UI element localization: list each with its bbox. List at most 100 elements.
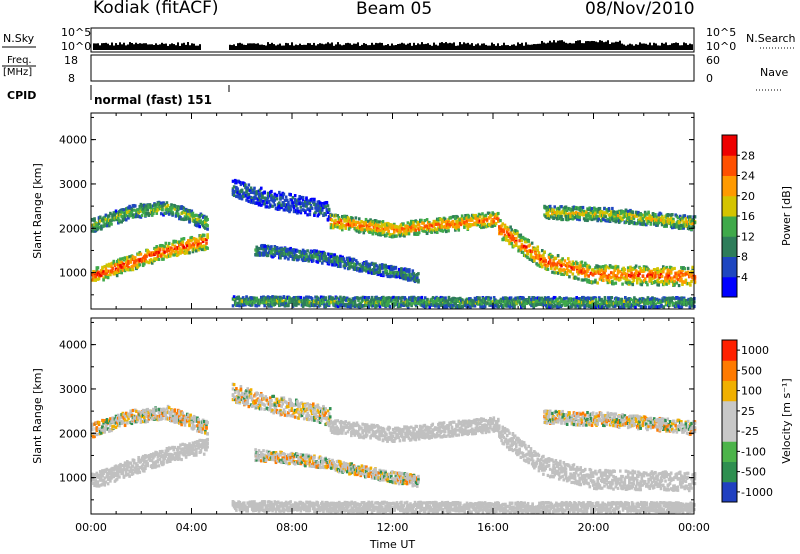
range-cell (383, 266, 386, 270)
range-cell (592, 217, 596, 221)
range-cell (609, 271, 613, 275)
nsky-bar (529, 44, 531, 50)
nsky-bar (97, 43, 99, 50)
range-cell (544, 259, 547, 263)
nsky-bar (661, 42, 663, 50)
nsky-bar (177, 42, 179, 50)
range-cell (187, 239, 190, 244)
range-cell (499, 227, 502, 231)
range-cell (169, 206, 172, 210)
range-cell (657, 283, 661, 287)
range-cell (201, 239, 205, 244)
range-cell (318, 203, 322, 207)
range-cell (642, 265, 646, 269)
range-cell (123, 265, 127, 269)
nsky-bar (195, 45, 197, 50)
range-cell (324, 296, 328, 300)
nsky-bar (233, 44, 235, 50)
range-cell (595, 208, 598, 212)
range-cell (415, 276, 419, 280)
nsky-bar (475, 44, 477, 50)
range-cell (270, 189, 273, 194)
range-cell (557, 259, 561, 263)
nsky-bar (519, 43, 521, 50)
range-cell (402, 222, 405, 226)
range-cell (127, 268, 130, 272)
range-cell (463, 301, 467, 305)
range-cell (237, 295, 240, 299)
range-cell (404, 277, 408, 281)
range-cell (147, 213, 151, 217)
range-cell (182, 237, 186, 241)
range-cell (583, 218, 587, 222)
range-cell (247, 192, 251, 196)
range-cell (452, 303, 455, 307)
range-cell (403, 227, 406, 231)
range-cell (565, 267, 569, 271)
nsky-bar (657, 45, 659, 50)
range-cell (304, 303, 307, 307)
range-cell (399, 275, 402, 279)
range-cell (412, 272, 416, 276)
nsky-bar (387, 44, 389, 50)
range-cell (183, 215, 187, 219)
range-cell (559, 267, 562, 271)
range-cell (598, 277, 602, 281)
nsky-bar (443, 43, 445, 50)
range-cell (523, 305, 527, 309)
range-cell (408, 268, 411, 272)
range-cell (284, 301, 288, 305)
range-cell (333, 259, 337, 263)
range-cell (539, 262, 543, 267)
range-cell (568, 260, 571, 264)
range-cell (318, 254, 322, 258)
range-cell (262, 199, 265, 204)
range-cell (161, 204, 164, 208)
nsky-bar (429, 44, 431, 50)
range-cell (232, 193, 236, 198)
nsky-bar (549, 40, 551, 50)
range-cell (602, 217, 605, 222)
range-cell (560, 205, 563, 209)
range-cell (471, 216, 474, 221)
range-cell (417, 222, 421, 227)
range-cell (174, 239, 178, 244)
range-cell (128, 255, 131, 259)
nsky-bar (525, 42, 527, 50)
range-cell (487, 296, 490, 300)
range-cell (422, 298, 426, 302)
range-cell (386, 231, 389, 236)
range-cell (677, 283, 681, 288)
range-cell (508, 233, 511, 237)
range-cell (451, 305, 454, 309)
range-cell (588, 206, 592, 210)
range-cell (273, 246, 277, 250)
nsky-bar (421, 42, 423, 50)
range-cell (287, 257, 290, 261)
range-cell (678, 220, 682, 224)
range-cell (400, 299, 403, 303)
nsky-bar (613, 42, 615, 50)
range-cell (282, 204, 286, 208)
range-cell (199, 242, 203, 246)
range-cell (148, 260, 152, 264)
range-cell (261, 195, 264, 199)
range-cell (616, 271, 620, 275)
range-cell (382, 230, 386, 234)
range-cell (333, 299, 337, 304)
nsky-bar (99, 45, 101, 50)
range-cell (606, 275, 610, 280)
range-cell (569, 208, 572, 212)
range-cell (204, 220, 207, 224)
range-cell (272, 200, 276, 204)
range-cell (574, 210, 578, 215)
range-cell (660, 223, 664, 227)
range-cell (563, 259, 567, 263)
nsky-bar (179, 45, 181, 50)
range-cell (389, 274, 393, 278)
range-cell (577, 272, 580, 276)
range-cell (137, 260, 140, 265)
range-cell (401, 270, 404, 274)
range-cell (120, 220, 123, 224)
range-cell (414, 301, 418, 305)
